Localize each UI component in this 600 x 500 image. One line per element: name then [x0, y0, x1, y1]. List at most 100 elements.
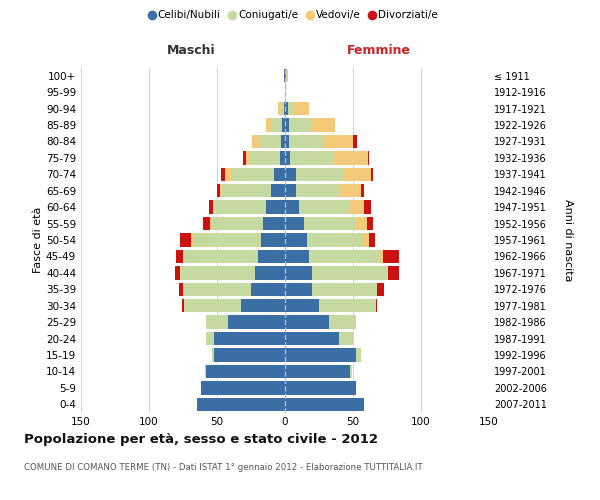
Bar	[225, 168, 230, 181]
Text: Femmine: Femmine	[347, 44, 411, 57]
Bar	[175, 266, 180, 280]
Bar	[340, 332, 353, 345]
Bar	[361, 184, 364, 198]
Bar	[285, 69, 286, 82]
Bar	[285, 234, 307, 246]
Bar	[209, 200, 213, 214]
Bar	[356, 348, 361, 362]
Bar	[179, 282, 183, 296]
Bar	[221, 168, 225, 181]
Bar	[288, 102, 293, 116]
Bar	[377, 282, 384, 296]
Bar	[271, 118, 282, 132]
Bar	[350, 200, 364, 214]
Bar	[258, 250, 285, 263]
Bar	[214, 348, 285, 362]
Bar	[307, 234, 364, 246]
Bar	[200, 381, 285, 394]
Bar	[380, 250, 383, 263]
Bar	[205, 364, 206, 378]
Bar	[388, 266, 399, 280]
Bar	[285, 332, 340, 345]
Bar	[176, 250, 183, 263]
Bar	[223, 184, 271, 198]
Text: Maschi: Maschi	[167, 44, 215, 57]
Bar	[278, 102, 281, 116]
Bar	[281, 134, 285, 148]
Bar	[285, 364, 350, 378]
Bar	[197, 398, 285, 411]
Bar	[370, 234, 375, 246]
Bar	[228, 316, 285, 329]
Bar	[220, 184, 223, 198]
Bar	[285, 282, 312, 296]
Bar	[353, 134, 357, 148]
Bar	[285, 217, 304, 230]
Bar	[334, 151, 368, 164]
Bar	[206, 316, 228, 329]
Bar	[296, 168, 343, 181]
Bar	[203, 217, 210, 230]
Text: Popolazione per età, sesso e stato civile - 2012: Popolazione per età, sesso e stato civil…	[24, 432, 378, 446]
Bar	[271, 184, 285, 198]
Bar	[293, 102, 310, 116]
Bar	[285, 381, 356, 394]
Bar	[376, 299, 377, 312]
Bar	[285, 316, 329, 329]
Bar	[285, 299, 319, 312]
Bar	[304, 217, 356, 230]
Bar	[285, 200, 299, 214]
Y-axis label: Anni di nascita: Anni di nascita	[563, 198, 574, 281]
Bar	[184, 299, 241, 312]
Bar	[210, 217, 212, 230]
Bar	[206, 364, 285, 378]
Bar	[286, 69, 288, 82]
Bar	[289, 118, 311, 132]
Bar	[285, 151, 290, 164]
Bar	[285, 134, 289, 148]
Bar	[367, 217, 373, 230]
Bar	[266, 118, 271, 132]
Bar	[243, 151, 245, 164]
Bar	[284, 69, 285, 82]
Bar	[214, 332, 285, 345]
Bar	[255, 266, 285, 280]
Bar	[285, 118, 289, 132]
Bar	[299, 200, 350, 214]
Bar	[343, 168, 371, 181]
Bar	[250, 151, 280, 164]
Bar	[356, 217, 367, 230]
Bar	[280, 151, 285, 164]
Bar	[364, 234, 370, 246]
Bar	[259, 134, 281, 148]
Bar	[312, 266, 387, 280]
Bar	[285, 250, 310, 263]
Text: COMUNE DI COMANO TERME (TN) - Dati ISTAT 1° gennaio 2012 - Elaborazione TUTTITAL: COMUNE DI COMANO TERME (TN) - Dati ISTAT…	[24, 462, 422, 471]
Bar	[340, 184, 361, 198]
Bar	[214, 200, 266, 214]
Bar	[212, 348, 214, 362]
Bar	[212, 217, 263, 230]
Bar	[241, 299, 285, 312]
Y-axis label: Fasce di età: Fasce di età	[33, 207, 43, 273]
Bar	[364, 200, 371, 214]
Bar	[180, 266, 255, 280]
Legend: Celibi/Nubili, Coniugati/e, Vedovi/e, Divorziati/e: Celibi/Nubili, Coniugati/e, Vedovi/e, Di…	[146, 6, 442, 25]
Bar	[260, 234, 285, 246]
Bar	[285, 266, 312, 280]
Bar	[319, 299, 376, 312]
Bar	[311, 118, 335, 132]
Bar	[183, 282, 251, 296]
Bar	[285, 102, 288, 116]
Bar	[263, 217, 285, 230]
Bar	[253, 134, 259, 148]
Bar	[274, 168, 285, 181]
Bar	[323, 134, 353, 148]
Bar	[284, 102, 285, 116]
Bar	[183, 250, 258, 263]
Bar	[191, 234, 193, 246]
Bar	[230, 168, 274, 181]
Bar	[329, 316, 356, 329]
Bar	[285, 348, 356, 362]
Bar	[193, 234, 260, 246]
